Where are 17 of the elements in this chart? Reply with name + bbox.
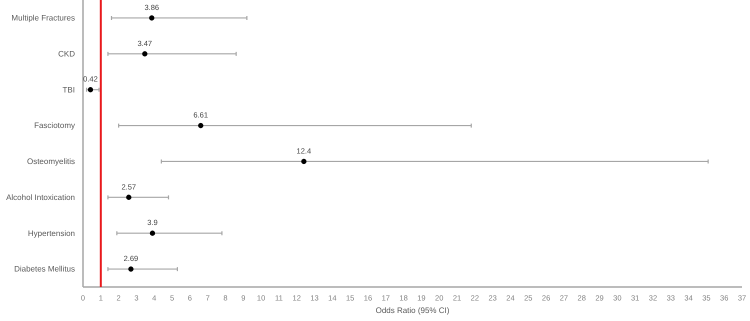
point [149, 15, 154, 21]
y-tick-label: Diabetes Mellitus [14, 264, 75, 274]
y-tick-label: Alcohol Intoxication [6, 192, 75, 202]
y-tick-label: CKD [58, 49, 76, 58]
x-axis-title: Odds Ratio (95% CI) [376, 306, 450, 315]
point [198, 122, 204, 128]
point [301, 158, 306, 164]
point [88, 87, 94, 92]
y-tick-label: Fasciotomy [34, 121, 75, 130]
point [126, 194, 132, 200]
point [142, 51, 148, 56]
y-tick-label: Multiple Fractures [11, 13, 75, 22]
point [128, 266, 134, 272]
y-tick-label: Hypertension [28, 228, 75, 238]
y-tick-label: TBI [62, 85, 75, 94]
y-tick-label: Osteomyelitis [26, 156, 75, 166]
point [150, 230, 156, 236]
